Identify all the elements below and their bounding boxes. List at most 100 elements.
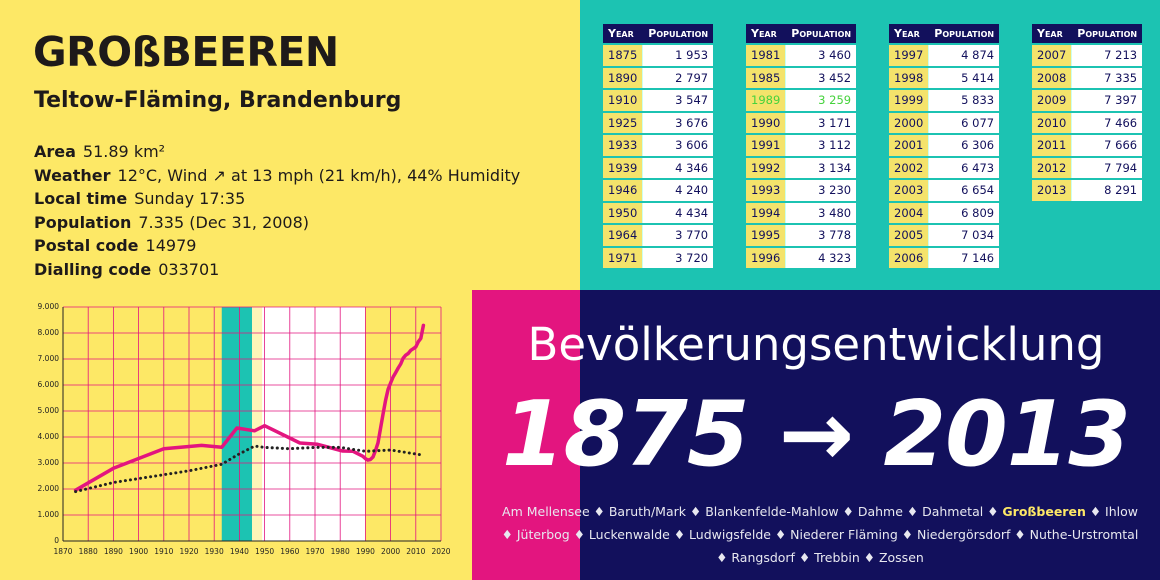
table-row: 1946 4 240 [603,180,714,201]
year-cell: 1998 [889,67,930,88]
info-label: Weather [34,165,111,185]
y-tick-label: 5.000 [38,406,60,415]
town-title: GROßBEEREN [33,28,339,76]
x-tick-label: 1900 [129,547,148,556]
year-cell: 1981 [746,45,787,66]
y-tick-label: 7.000 [38,354,60,363]
population-cell: 7 034 [929,225,1000,246]
x-tick-label: 1970 [305,547,324,556]
separator: ♦ [901,527,913,542]
y-tick-label: 6.000 [38,380,60,389]
separator: ♦ [689,504,702,519]
town-name: Dahmetal [922,504,984,519]
table-row: 1939 4 346 [603,157,714,178]
separator: ♦ [774,527,787,542]
table-row: 1989 3 259 [746,90,857,111]
info-label: Local time [34,189,128,208]
banner-range: 1875 → 2013 [501,382,1131,487]
population-cell: 3 112 [786,135,857,156]
town-subtitle: Teltow-Fläming, Brandenburg [34,88,402,113]
year-cell: 1910 [603,90,644,111]
population-table: Year Population 1997 4 874 1998 5 414 1999 5 83… [889,22,1000,270]
table-row: 2001 6 306 [889,135,1000,156]
population-cell: 3 230 [786,180,857,201]
table-header: Year Population [603,24,714,43]
year-cell: 1990 [746,112,787,133]
table-row: 1950 4 434 [603,202,714,223]
x-tick-label: 1990 [356,547,375,556]
table-row: 1925 3 676 [603,112,714,133]
separator: ♦ [593,504,605,519]
year-cell: 1939 [603,157,644,178]
year-cell: 2009 [1032,90,1073,111]
population-cell: 7 213 [1072,45,1143,66]
town-name: Rangsdorf [731,550,795,565]
table-row: 2003 6 654 [889,180,1000,201]
year-cell: 2006 [889,247,930,268]
table-row: 1991 3 112 [746,135,857,156]
town-name: Niedergörsdorf [916,527,1011,542]
table-row: 1933 3 606 [603,135,714,156]
x-tick-label: 1870 [53,547,72,556]
population-cell: 4 323 [786,247,857,268]
info-label: Population [34,212,132,232]
town-name: Baruth/Mark [608,504,686,519]
year-cell: 2010 [1032,112,1073,133]
separator: ♦ [1014,527,1026,542]
info-row: Population 7.335 (Dec 31, 2008) [34,211,520,235]
year-cell: 1989 [746,90,787,111]
population-cell: 4 346 [643,157,714,178]
year-cell: 2012 [1032,157,1073,178]
y-tick-label: 9.000 [38,302,60,311]
info-label: Postal code [34,236,139,255]
town-name: Trebbin [814,550,860,565]
population-cell: 3 770 [643,225,714,246]
table-row: 1981 3 460 [746,45,857,66]
table-row: 2009 7 397 [1032,90,1143,111]
year-cell: 2005 [889,225,930,246]
year-cell: 2011 [1032,135,1073,156]
year-cell: 2013 [1032,180,1073,201]
town-name: Luckenwalde [588,527,670,542]
year-cell: 1933 [603,135,644,156]
table-row: 2000 6 077 [889,112,1000,133]
table-row: 1993 3 230 [746,180,857,201]
population-table: Year Population 1981 3 460 1985 3 452 1989 3 25… [746,22,857,270]
table-header: Year Population [1032,24,1143,43]
year-cell: 1925 [603,112,644,133]
town-name: Dahme [857,504,903,519]
table-row: 1910 3 547 [603,90,714,111]
series-line [74,444,425,494]
population-cell: 6 654 [929,180,1000,201]
population-cell: 2 797 [643,67,714,88]
year-cell: 1991 [746,135,787,156]
info-row: Local time Sunday 17:35 [34,187,520,211]
town-name: Ihlow [1105,504,1138,519]
population-cell: 3 171 [786,112,857,133]
period-band [262,307,366,541]
population-cell: 3 606 [643,135,714,156]
table-row: 1992 3 134 [746,157,857,178]
table-row: 1971 3 720 [603,247,714,268]
banner-panel [580,290,1160,580]
info-row: Postal code 14979 [34,234,520,258]
separator: ♦ [863,550,875,565]
table-header: Year Population [889,24,1000,43]
population-cell: 7 397 [1072,90,1143,111]
population-cell: 4 874 [929,45,1000,66]
table-row: 1999 5 833 [889,90,1000,111]
year-cell: 1950 [603,202,644,223]
info-list: Area 51.89 km² Weather 12°C, Wind ↗ at 13 m… [34,140,520,281]
separator: ♦ [573,527,585,542]
population-cell: 6 306 [929,135,1000,156]
info-panel [0,0,580,290]
table-row: 1995 3 778 [746,225,857,246]
year-cell: 1993 [746,180,787,201]
period-band [252,307,263,541]
year-cell: 2003 [889,180,930,201]
population-cell: 7 466 [1072,112,1143,133]
population-cell: 3 480 [786,202,857,223]
header-cell: Year [1032,24,1073,43]
table-row: 2007 7 213 [1032,45,1143,66]
year-cell: 1994 [746,202,787,223]
